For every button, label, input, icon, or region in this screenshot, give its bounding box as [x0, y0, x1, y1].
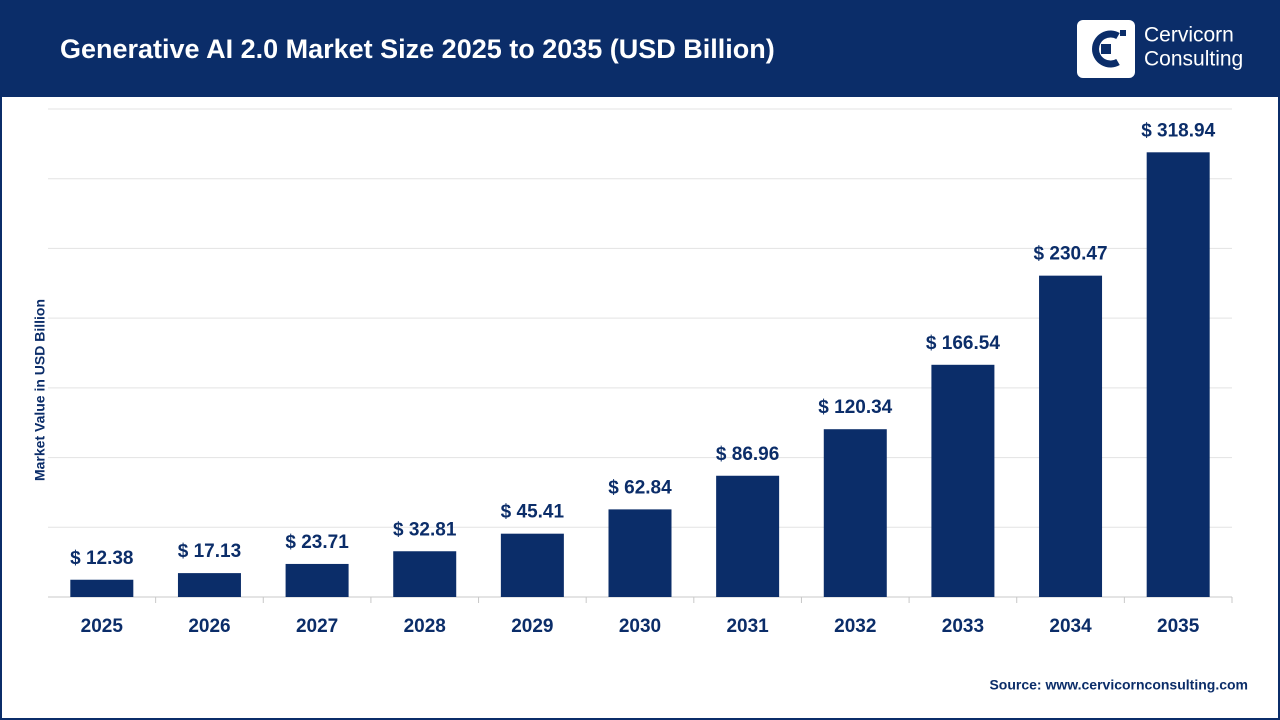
- value-label: $ 23.71: [285, 532, 349, 553]
- x-tick-label: 2027: [296, 616, 338, 637]
- chart-title: Generative AI 2.0 Market Size 2025 to 20…: [60, 34, 775, 64]
- bar: [1039, 275, 1103, 597]
- x-tick-label: 2033: [942, 616, 984, 637]
- bar: [1146, 152, 1210, 597]
- value-label: $ 12.38: [70, 548, 133, 569]
- x-tick-label: 2029: [511, 616, 553, 637]
- bar: [823, 429, 887, 597]
- bar: [285, 563, 349, 597]
- x-tick-label: 2035: [1157, 616, 1200, 637]
- bar: [177, 573, 241, 597]
- bar: [931, 364, 995, 597]
- bar: [393, 551, 457, 597]
- bar: [70, 579, 134, 597]
- y-axis-label: Market Value in USD Billion: [32, 299, 48, 481]
- x-tick-label: 2031: [726, 616, 769, 637]
- value-label: $ 17.13: [178, 541, 241, 562]
- x-tick-label: 2032: [834, 616, 876, 637]
- value-label: $ 120.34: [818, 397, 892, 418]
- brand-name: Consulting: [1144, 48, 1243, 71]
- brand-name: Cervicorn: [1144, 24, 1234, 47]
- value-label: $ 230.47: [1034, 244, 1108, 265]
- source: Source: www.cervicornconsulting.com: [989, 677, 1248, 693]
- header-band: [0, 0, 1280, 97]
- value-label: $ 62.84: [608, 477, 672, 498]
- bar: [608, 509, 672, 597]
- value-label: $ 86.96: [716, 444, 779, 465]
- x-tick-label: 2030: [619, 616, 661, 637]
- logo-mark: [1092, 30, 1120, 68]
- x-tick-label: 2026: [188, 616, 230, 637]
- value-label: $ 166.54: [926, 333, 1000, 354]
- value-label: $ 45.41: [501, 502, 565, 523]
- x-tick-label: 2028: [404, 616, 446, 637]
- bar: [500, 533, 564, 597]
- bar: [716, 475, 780, 597]
- x-tick-label: 2034: [1049, 616, 1092, 637]
- logo-square: [1101, 44, 1111, 54]
- value-label: $ 318.94: [1141, 120, 1215, 141]
- logo-dot: [1120, 30, 1126, 36]
- value-label: $ 32.81: [393, 519, 457, 540]
- x-tick-label: 2025: [81, 616, 124, 637]
